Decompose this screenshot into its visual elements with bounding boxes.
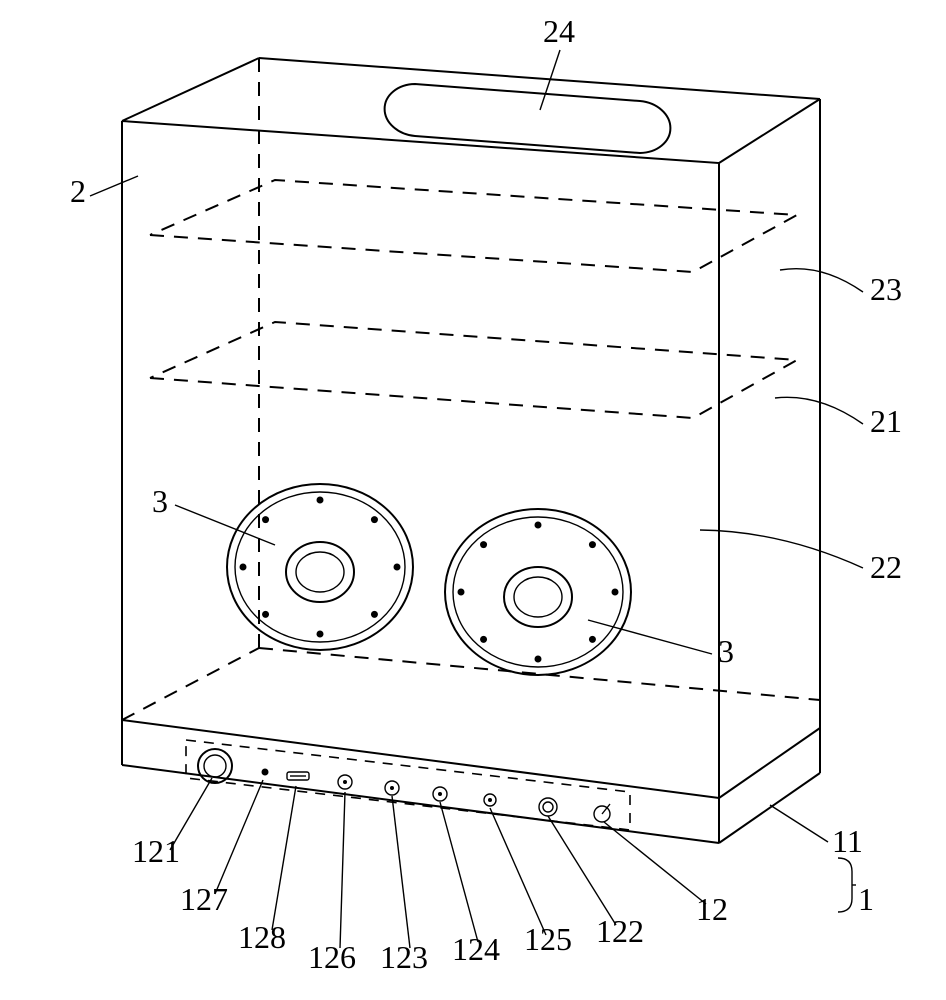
svg-text:121: 121 [132, 833, 180, 869]
svg-text:24: 24 [543, 13, 575, 49]
upper-shelf [150, 180, 797, 272]
control-122[interactable] [539, 798, 557, 816]
label-126: 126 [308, 792, 356, 975]
svg-text:11: 11 [832, 823, 863, 859]
svg-text:1: 1 [858, 881, 874, 917]
label-127: 127 [180, 780, 263, 917]
svg-text:21: 21 [870, 403, 902, 439]
enclosure [122, 58, 820, 798]
label-12: 12 [604, 822, 728, 927]
svg-text:125: 125 [524, 921, 572, 957]
base-plinth [122, 720, 820, 843]
lower-shelf [150, 322, 797, 418]
svg-text:23: 23 [870, 271, 902, 307]
speaker-right [445, 509, 631, 675]
svg-text:127: 127 [180, 881, 228, 917]
control-panel-outline [186, 740, 630, 830]
label-3: 3 [152, 483, 275, 545]
label-1: 1 [838, 858, 874, 917]
control-123[interactable] [385, 781, 399, 795]
control-124[interactable] [433, 787, 447, 801]
speaker-left [227, 484, 413, 650]
svg-text:3: 3 [718, 633, 734, 669]
label-11: 11 [770, 805, 863, 859]
label-125: 125 [490, 808, 572, 957]
control-128[interactable] [287, 772, 309, 780]
label-2: 2 [70, 173, 138, 209]
control-127[interactable] [262, 769, 269, 776]
label-23: 23 [780, 269, 902, 307]
svg-text:128: 128 [238, 919, 286, 955]
control-126[interactable] [338, 775, 352, 789]
svg-text:3: 3 [152, 483, 168, 519]
labels: 1211122122232412112212312412512612712833 [70, 13, 902, 975]
svg-text:122: 122 [596, 913, 644, 949]
label-121: 121 [132, 778, 212, 869]
label-128: 128 [238, 786, 296, 955]
svg-text:124: 124 [452, 931, 500, 967]
label-124: 124 [440, 802, 500, 967]
svg-text:2: 2 [70, 173, 86, 209]
svg-text:123: 123 [380, 939, 428, 975]
svg-text:22: 22 [870, 549, 902, 585]
svg-text:126: 126 [308, 939, 356, 975]
svg-text:12: 12 [696, 891, 728, 927]
control-12[interactable] [594, 804, 610, 822]
control-125[interactable] [484, 794, 496, 806]
label-21: 21 [775, 397, 902, 439]
label-123: 123 [380, 796, 428, 975]
label-22: 22 [700, 530, 902, 585]
